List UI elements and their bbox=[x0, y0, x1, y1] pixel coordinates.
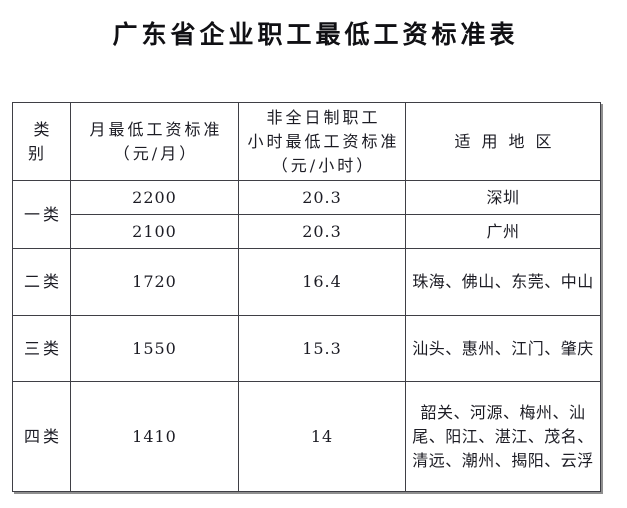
regions-cell: 汕头、惠州、江门、肇庆 bbox=[405, 315, 601, 382]
regions-cell: 深圳 bbox=[405, 180, 601, 215]
header-hourly-line3: （元/小时） bbox=[271, 155, 376, 175]
header-hourly-line2: 小时最低工资标准 bbox=[247, 131, 400, 151]
category-cell: 一类 bbox=[12, 180, 71, 249]
regions-cell: 韶关、河源、梅州、汕尾、阳江、湛江、茂名、清远、潮州、揭阳、云浮 bbox=[405, 381, 601, 492]
minimum-wage-table: 类别 月最低工资标准 （元/月） 非全日制职工 小时最低工资标准 （元/小时） … bbox=[12, 102, 601, 492]
monthly-wage-cell: 2200 bbox=[70, 180, 239, 215]
hourly-wage-cell: 14 bbox=[238, 381, 406, 492]
monthly-wage-cell: 1550 bbox=[70, 315, 239, 382]
category-cell: 三类 bbox=[12, 315, 71, 382]
header-category: 类别 bbox=[12, 102, 71, 181]
table-row: 二类 1720 16.4 珠海、佛山、东莞、中山 bbox=[12, 248, 601, 316]
table-row: 一类 2200 20.3 深圳 bbox=[12, 180, 601, 249]
hourly-wage-cell: 15.3 bbox=[238, 315, 406, 382]
header-hourly-line1: 非全日制职工 bbox=[266, 107, 381, 127]
hourly-wage-cell: 20.3 bbox=[238, 214, 406, 249]
table-row: 2100 20.3 广州 bbox=[13, 214, 601, 249]
table-header-row: 类别 月最低工资标准 （元/月） 非全日制职工 小时最低工资标准 （元/小时） … bbox=[12, 102, 601, 181]
monthly-wage-cell: 2100 bbox=[70, 214, 239, 249]
header-monthly-wage: 月最低工资标准 （元/月） bbox=[70, 102, 239, 181]
header-regions: 适用地区 bbox=[405, 102, 601, 181]
regions-cell: 珠海、佛山、东莞、中山 bbox=[405, 248, 601, 316]
regions-cell: 广州 bbox=[405, 214, 601, 249]
hourly-wage-cell: 16.4 bbox=[238, 248, 406, 316]
hourly-wage-cell: 20.3 bbox=[238, 180, 406, 215]
category-cell: 二类 bbox=[12, 248, 71, 316]
category-cell: 四类 bbox=[12, 381, 71, 492]
header-hourly-wage: 非全日制职工 小时最低工资标准 （元/小时） bbox=[238, 102, 406, 181]
header-monthly-line2: （元/月） bbox=[113, 143, 199, 163]
table-row: 三类 1550 15.3 汕头、惠州、江门、肇庆 bbox=[12, 315, 601, 382]
monthly-wage-cell: 1410 bbox=[70, 381, 239, 492]
table-row: 四类 1410 14 韶关、河源、梅州、汕尾、阳江、湛江、茂名、清远、潮州、揭阳… bbox=[12, 381, 601, 492]
monthly-wage-cell: 1720 bbox=[70, 248, 239, 316]
header-monthly-line1: 月最低工资标准 bbox=[89, 119, 223, 139]
page-title: 广东省企业职工最低工资标准表 bbox=[112, 20, 519, 49]
